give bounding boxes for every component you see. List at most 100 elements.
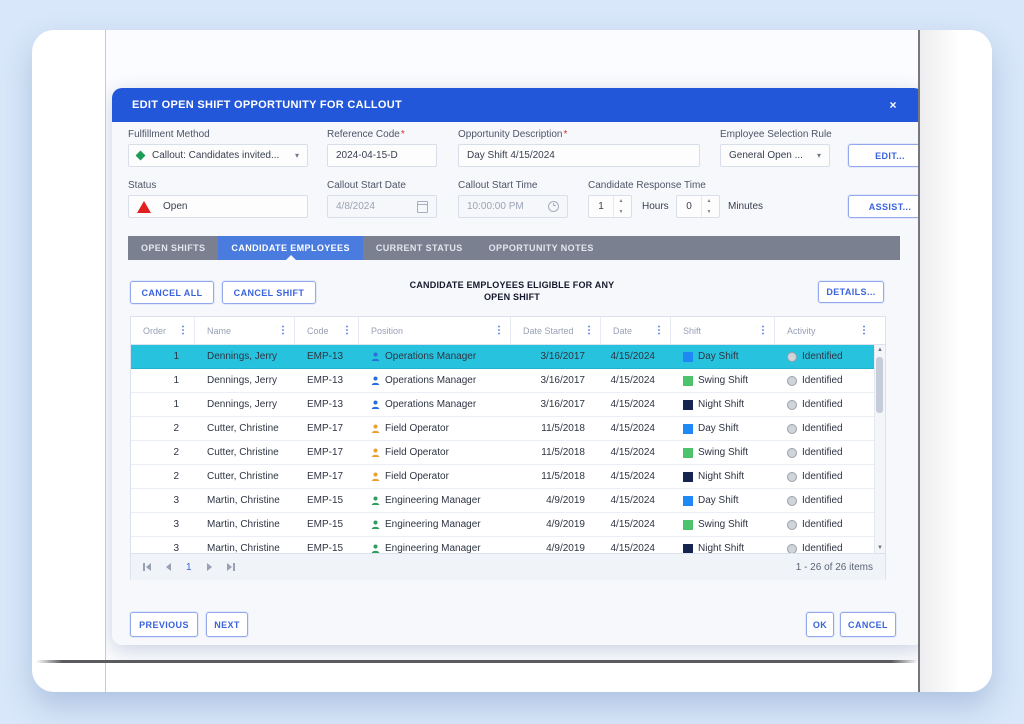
person-icon [371, 448, 380, 457]
fulfillment-method-select[interactable]: Callout: Candidates invited... ▾ [128, 144, 308, 167]
card-right-margin [920, 30, 992, 692]
callout-start-time-label: Callout Start Time [458, 180, 538, 191]
cell-name: Dennings, Jerry [207, 375, 278, 386]
callout-start-time-input[interactable]: 10:00:00 PM [458, 195, 568, 218]
table-row[interactable]: 3 Martin, Christine EMP-15 Engineering Mana… [131, 513, 885, 537]
cell-activity: Identified [775, 537, 875, 553]
cell-activity: Identified [775, 345, 875, 368]
reference-code-value: 2024-04-15-D [336, 150, 398, 161]
cell-position: Operations Manager [359, 345, 511, 368]
stepper-arrows[interactable]: ▲ ▼ [701, 196, 716, 217]
cell-position: Engineering Manager [359, 537, 511, 553]
arrow-down-icon[interactable]: ▼ [618, 208, 624, 215]
callout-start-date-input[interactable]: 4/8/2024 [327, 195, 437, 218]
opportunity-description-input[interactable]: Day Shift 4/15/2024 [458, 144, 700, 167]
tab-open-shifts[interactable]: OPEN SHIFTS [141, 243, 206, 253]
status-field: Open [128, 195, 308, 218]
scroll-down-icon[interactable]: ▼ [877, 545, 883, 551]
cell-order: 1 [173, 375, 179, 386]
cell-date-started: 4/9/2019 [546, 543, 585, 553]
arrow-up-icon[interactable]: ▲ [618, 198, 624, 204]
column-header[interactable]: Code ⋮ [295, 317, 359, 344]
column-header-label: Date [613, 325, 633, 336]
hours-stepper[interactable]: 1 ▲ ▼ [588, 195, 632, 218]
tab-current-status[interactable]: CURRENT STATUS [375, 243, 463, 253]
grid-heading: CANDIDATE EMPLOYEES ELIGIBLE FOR ANY OPE… [362, 279, 662, 303]
cell-position: Engineering Manager [359, 513, 511, 536]
status-label: Status [128, 180, 157, 191]
calendar-icon[interactable] [417, 200, 428, 213]
table-row[interactable]: 1 Dennings, Jerry EMP-13 Operations Manager… [131, 345, 885, 369]
table-row[interactable]: 1 Dennings, Jerry EMP-13 Operations Manager… [131, 369, 885, 393]
scrollbar-thumb[interactable] [876, 357, 883, 413]
next-button[interactable]: NEXT [206, 612, 248, 637]
column-menu-icon[interactable]: ⋮ [494, 325, 504, 336]
table-row[interactable]: 2 Cutter, Christine EMP-17 Field Operator 11… [131, 465, 885, 489]
arrow-up-icon[interactable]: ▲ [706, 198, 712, 204]
table-row[interactable]: 2 Cutter, Christine EMP-17 Field Operator 11… [131, 417, 885, 441]
dialog-title: EDIT OPEN SHIFT OPPORTUNITY FOR CALLOUT [132, 99, 403, 111]
cell-order: 3 [173, 495, 179, 506]
cell-date: 4/15/2024 [610, 351, 656, 362]
column-menu-icon[interactable]: ⋮ [859, 325, 869, 336]
cancel-button[interactable]: CANCEL [840, 612, 896, 637]
cancel-shift-button[interactable]: CANCEL SHIFT [222, 281, 316, 304]
chevron-down-icon: ▾ [294, 151, 299, 160]
tab-candidate-employees[interactable]: CANDIDATE EMPLOYEES [218, 236, 363, 260]
column-menu-icon[interactable]: ⋮ [178, 325, 188, 336]
person-icon [371, 472, 380, 481]
cell-date: 4/15/2024 [610, 375, 656, 386]
employee-selection-rule-select[interactable]: General Open ... ▾ [720, 144, 830, 167]
ok-button[interactable]: OK [806, 612, 834, 637]
column-menu-icon[interactable]: ⋮ [278, 325, 288, 336]
scrollbar[interactable]: ▲ ▼ [874, 345, 885, 553]
person-icon [371, 352, 380, 361]
clock-icon[interactable] [548, 201, 559, 212]
assist-button[interactable]: ASSIST... [848, 195, 918, 218]
reference-code-input[interactable]: 2024-04-15-D [327, 144, 437, 167]
column-menu-icon[interactable]: ⋮ [342, 325, 352, 336]
last-page-button[interactable] [226, 563, 235, 571]
cell-position: Operations Manager [359, 393, 511, 416]
column-header[interactable]: Date Started ⋮ [511, 317, 601, 344]
previous-page-button[interactable] [166, 563, 171, 571]
person-icon [371, 496, 380, 505]
next-page-button[interactable] [206, 563, 212, 571]
edit-button[interactable]: EDIT... [848, 144, 918, 167]
column-header[interactable]: Activity ⋮ [775, 317, 875, 344]
tab-opportunity-notes[interactable]: OPPORTUNITY NOTES [488, 243, 594, 253]
scroll-up-icon[interactable]: ▲ [877, 347, 883, 353]
close-icon[interactable]: × [889, 98, 897, 112]
details-button[interactable]: DETAILS... [818, 281, 884, 303]
cell-date: 4/15/2024 [610, 399, 656, 410]
previous-button[interactable]: PREVIOUS [130, 612, 198, 637]
screenshot-right-edge [918, 30, 920, 692]
fulfillment-method-value: Callout: Candidates invited... [152, 150, 280, 161]
minutes-stepper[interactable]: 0 ▲ ▼ [676, 195, 720, 218]
column-header[interactable]: Name ⋮ [195, 317, 295, 344]
current-page-number[interactable]: 1 [186, 561, 192, 573]
grid-rows: 1 Dennings, Jerry EMP-13 Operations Manager… [131, 345, 885, 553]
table-row[interactable]: 3 Martin, Christine EMP-15 Engineering Mana… [131, 489, 885, 513]
cell-shift: Night Shift [671, 537, 775, 553]
table-row[interactable]: 1 Dennings, Jerry EMP-13 Operations Manager… [131, 393, 885, 417]
shift-color-icon [683, 543, 693, 553]
column-header[interactable]: Date ⋮ [601, 317, 671, 344]
column-menu-icon[interactable]: ⋮ [654, 325, 664, 336]
arrow-down-icon[interactable]: ▼ [706, 208, 712, 215]
table-row[interactable]: 2 Cutter, Christine EMP-17 Field Operator 11… [131, 441, 885, 465]
cell-position: Field Operator [359, 441, 511, 464]
cell-order: 1 [173, 399, 179, 410]
column-menu-icon[interactable]: ⋮ [584, 325, 594, 336]
cell-position: Operations Manager [359, 369, 511, 392]
first-page-button[interactable] [143, 563, 151, 571]
cell-order: 3 [173, 543, 179, 553]
table-row[interactable]: 3 Martin, Christine EMP-15 Engineering Mana… [131, 537, 885, 553]
column-header[interactable]: Position ⋮ [359, 317, 511, 344]
cancel-all-button[interactable]: CANCEL ALL [130, 281, 214, 304]
fulfillment-method-label: Fulfillment Method [128, 129, 210, 140]
column-menu-icon[interactable]: ⋮ [758, 325, 768, 336]
column-header[interactable]: Order ⋮ [131, 317, 195, 344]
column-header[interactable]: Shift ⋮ [671, 317, 775, 344]
stepper-arrows[interactable]: ▲ ▼ [613, 196, 628, 217]
